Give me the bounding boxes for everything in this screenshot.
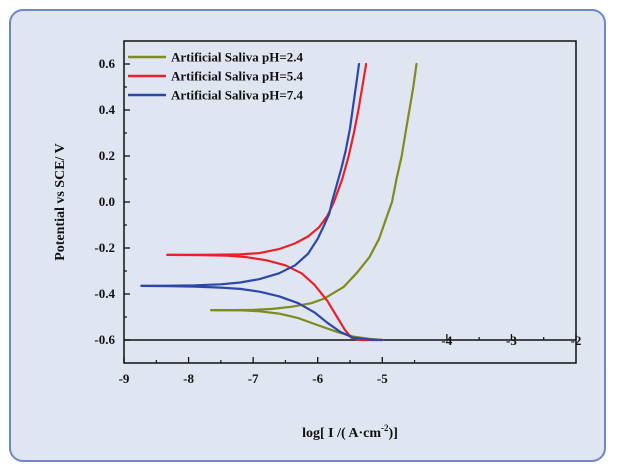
legend-item: Artificial Saliva pH=2.4 [128, 50, 303, 65]
y-axis-title: Potential vs SCE/ V [53, 143, 68, 261]
x-tick-label: -5 [377, 371, 388, 386]
legend-label: Artificial Saliva pH=7.4 [171, 88, 303, 103]
legend-label: Artificial Saliva pH=5.4 [171, 69, 303, 84]
series-line [166, 62, 368, 256]
series-artificial-saliva-ph-7-4 [140, 62, 384, 342]
series-artificial-saliva-ph-5-4 [166, 62, 384, 342]
x-tick-label: -2 [571, 333, 582, 348]
y-tick-label: -0.2 [94, 240, 115, 255]
legend-item: Artificial Saliva pH=5.4 [128, 69, 303, 84]
y-axis: 0.6 0.4 0.2 0.0 -0.2 -0.4 -0.6 [94, 56, 130, 347]
x-tick-label: -4 [441, 333, 452, 348]
y-tick-label: 0.4 [99, 102, 116, 117]
y-tick-label: -0.4 [94, 286, 115, 301]
y-tick-label: 0.2 [99, 148, 115, 163]
y-tick-label: 0.6 [99, 56, 116, 71]
x-tick-label: -6 [312, 371, 323, 386]
series-layer [140, 62, 418, 342]
legend: Artificial Saliva pH=2.4 Artificial Saliv… [128, 50, 303, 103]
series-line [140, 284, 384, 342]
x-tick-label: -9 [119, 371, 130, 386]
x-axis: -9 -8 -7 -6 -5 -4 -3 -2 [119, 333, 582, 386]
y-tick-label: -0.6 [94, 332, 115, 347]
series-line [210, 309, 384, 342]
series-artificial-saliva-ph-2-4 [210, 62, 418, 342]
x-axis-title: log[ I /( A·cm-2)] [302, 423, 398, 441]
series-line [210, 62, 418, 312]
x-tick-label: -3 [506, 333, 517, 348]
legend-label: Artificial Saliva pH=2.4 [171, 50, 303, 65]
x-tick-label: -8 [183, 371, 194, 386]
series-line [166, 253, 384, 342]
x-tick-label: -7 [248, 371, 259, 386]
legend-item: Artificial Saliva pH=7.4 [128, 88, 303, 103]
y-tick-label: 0.0 [99, 194, 115, 209]
series-line [140, 62, 361, 287]
